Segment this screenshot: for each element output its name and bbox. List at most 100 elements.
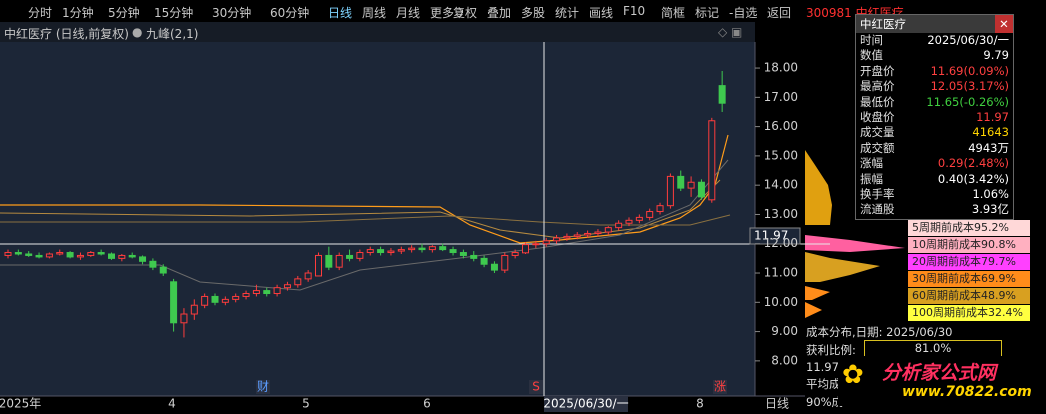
info-value: 11.97 [976,109,1009,124]
logo-title: 分析家公式网 [882,362,997,384]
tool-button[interactable]: 叠加 [487,6,512,20]
y-tick-label: 12.00 [764,236,798,250]
ma-line [0,179,721,239]
candle-body [646,211,654,218]
x-tick-label: 4 [168,397,176,411]
period-button[interactable]: 1分钟 [62,6,94,20]
info-row: 涨幅 0.29(2.48%) [856,156,1013,171]
candle-body [211,295,219,303]
candle-body [573,234,581,237]
info-row: 开盘价 11.69(0.09%) [856,64,1013,79]
candle-body [408,247,416,251]
info-value: 9.79 [983,48,1009,63]
candle-body [180,313,188,324]
period-button[interactable]: 分时 [28,6,53,20]
info-row: 最低价 11.65(-0.26%) [856,95,1013,110]
period-button[interactable]: 15分钟 [154,6,194,20]
candle-body [283,284,291,289]
tool-button[interactable]: 复权 [453,6,478,20]
candle-body [428,246,436,251]
info-label: 数值 [860,48,883,63]
period-button[interactable]: 更多 〉 [430,6,470,20]
candle-body [522,244,529,254]
marker-box [529,380,543,394]
ma-line [0,159,729,291]
candle-body [604,227,612,233]
candle-body [635,216,643,221]
close-button[interactable]: ✕ [995,15,1013,33]
candle-body [346,254,354,259]
tool-button[interactable]: 返回 [767,6,792,20]
crosshair-label-box [749,227,801,245]
ma-line [0,214,731,226]
candle-body [170,281,178,324]
candle-body [325,254,333,268]
period-button[interactable]: 30分钟 [212,6,252,20]
candle-body [201,295,209,306]
info-value: 11.65(-0.26%) [926,94,1009,109]
candle-body [221,298,229,303]
period-button[interactable]: 周线 [362,6,387,20]
y-tick-label: 9.00 [771,324,798,338]
tool-button[interactable]: 简框 [661,6,686,20]
tool-button[interactable]: 标记 [695,6,720,20]
candle-body [335,254,343,268]
event-marker: S [532,380,540,394]
candle-body [56,252,64,255]
chip-area [805,302,822,318]
period-button[interactable]: 5分钟 [108,6,140,20]
candle-body [45,253,53,258]
info-row: 收盘价 11.97 [856,110,1013,125]
chip-area [805,235,905,252]
info-row: 数值 9.79 [856,48,1013,63]
candle-body [459,252,467,256]
info-row: 成交额 4943万 [856,141,1013,156]
icon[interactable]: ◇ ▣ [718,25,743,39]
event-marker: 财 [257,380,269,394]
candle-body [159,266,167,274]
indicator[interactable]: 九峰(2,1) [146,27,199,41]
candle-body [563,235,571,239]
candle-body [356,252,364,259]
x-tick-label: 日线 [765,397,789,411]
legend-item: 5周期前成本95.2% [908,220,1030,236]
tool-button[interactable]: F10 [623,4,646,18]
x-tick-label: 8 [696,397,704,411]
candle-body [697,181,705,198]
period-button[interactable]: 60分钟 [270,6,310,20]
candle-body [449,249,457,254]
axis-bg [755,42,805,396]
bullet: ● [132,25,143,39]
candle-body [242,293,250,297]
profit-value: 81.0% [864,340,1002,357]
candle-body [87,252,95,256]
info-row: 时间 2025/06/30/一 [856,33,1013,48]
candle-body [584,232,592,236]
info-label: 时间 [860,33,883,47]
info-label: 流通股 [860,202,895,217]
period-button[interactable]: 月线 [396,6,421,20]
tool-button[interactable]: 统计 [555,6,580,20]
tool-button[interactable]: -自选 [729,6,758,20]
tool-button[interactable]: 多股 [521,6,546,20]
info-value: 2025/06/30/一 [927,33,1009,47]
toolbar: 分时 1分钟 5分钟 15分钟 30分钟 60分钟 日线 周线 月线 更多 〉复权 叠加 多股 统计 画线… [0,0,1046,22]
info-value: 4943万 [968,140,1009,155]
candle-body [708,120,716,201]
candle-body [273,287,281,295]
tool-button[interactable]: 画线 [589,6,614,20]
chip-area [805,252,880,282]
legend-item: 100周期前成本32.4% [908,305,1030,321]
candle-body [656,205,664,213]
info-value: 0.29(2.48%) [937,156,1009,171]
marker-box [256,380,270,394]
info-value: 0.40(3.42%) [937,171,1009,186]
info-row: 最高价 12.05(3.17%) [856,79,1013,94]
chip-area [805,286,830,300]
info-value: 12.05(3.17%) [930,79,1009,94]
candle-body [35,254,43,258]
period-button[interactable]: 日线 [328,6,353,20]
candle-body [66,252,74,258]
